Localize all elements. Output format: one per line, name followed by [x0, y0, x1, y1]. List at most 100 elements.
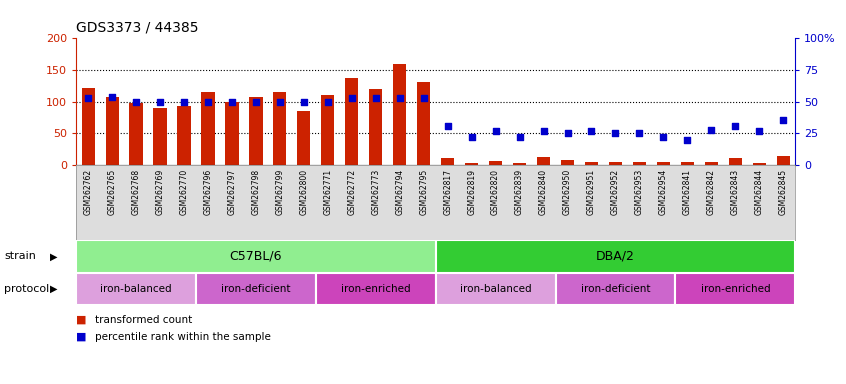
Text: GSM262954: GSM262954 [659, 169, 667, 215]
Text: iron-enriched: iron-enriched [341, 284, 410, 294]
Text: ▶: ▶ [50, 284, 58, 294]
Point [680, 137, 694, 143]
Text: strain: strain [4, 251, 36, 262]
Text: transformed count: transformed count [95, 315, 192, 325]
Text: GSM262820: GSM262820 [492, 169, 500, 215]
Text: GSM262770: GSM262770 [179, 169, 189, 215]
Point [81, 95, 95, 101]
Point [489, 128, 503, 134]
Bar [537, 157, 550, 165]
Point [177, 99, 190, 105]
Point [633, 130, 646, 136]
Point [656, 134, 670, 140]
Bar [633, 162, 646, 165]
Bar [585, 162, 598, 165]
Point [608, 130, 622, 136]
Text: GSM262953: GSM262953 [635, 169, 644, 215]
Text: iron-balanced: iron-balanced [460, 284, 531, 294]
Point [536, 128, 550, 134]
Text: GSM262798: GSM262798 [251, 169, 261, 215]
Text: GSM262797: GSM262797 [228, 169, 236, 215]
Bar [436, 273, 556, 305]
Text: GSM262840: GSM262840 [539, 169, 548, 215]
Bar [297, 111, 310, 165]
Point [249, 99, 262, 105]
Bar [705, 162, 718, 165]
Text: GSM262795: GSM262795 [420, 169, 428, 215]
Point [561, 130, 574, 136]
Point [441, 123, 454, 129]
Text: iron-enriched: iron-enriched [700, 284, 770, 294]
Point [752, 128, 766, 134]
Bar [196, 273, 316, 305]
Bar [393, 64, 406, 165]
Text: GSM262799: GSM262799 [276, 169, 284, 215]
Bar [76, 240, 436, 273]
Text: iron-deficient: iron-deficient [221, 284, 291, 294]
Point [225, 99, 239, 105]
Point [464, 134, 478, 140]
Bar [369, 89, 382, 165]
Text: iron-balanced: iron-balanced [101, 284, 172, 294]
Bar [129, 103, 143, 165]
Text: GSM262773: GSM262773 [371, 169, 380, 215]
Text: GSM262952: GSM262952 [611, 169, 620, 215]
Point [369, 95, 382, 101]
Text: GDS3373 / 44385: GDS3373 / 44385 [76, 21, 199, 35]
Text: ■: ■ [76, 315, 86, 325]
Point [273, 99, 287, 105]
Bar [81, 88, 95, 165]
Text: GSM262794: GSM262794 [395, 169, 404, 215]
Text: GSM262772: GSM262772 [348, 169, 356, 215]
Point [417, 95, 431, 101]
Point [393, 95, 406, 101]
Point [201, 99, 215, 105]
Bar [316, 273, 436, 305]
Bar [465, 163, 478, 165]
Point [705, 127, 718, 133]
Bar [417, 82, 431, 165]
Text: protocol: protocol [4, 284, 49, 294]
Text: GSM262771: GSM262771 [323, 169, 332, 215]
Text: GSM262843: GSM262843 [731, 169, 739, 215]
Bar [777, 156, 790, 165]
Text: GSM262839: GSM262839 [515, 169, 524, 215]
Text: GSM262950: GSM262950 [563, 169, 572, 215]
Text: GSM262841: GSM262841 [683, 169, 692, 215]
Text: GSM262817: GSM262817 [443, 169, 452, 215]
Point [297, 99, 310, 105]
Point [585, 128, 598, 134]
Text: percentile rank within the sample: percentile rank within the sample [95, 332, 271, 342]
Bar [225, 102, 239, 165]
Text: ■: ■ [76, 332, 86, 342]
Text: GSM262842: GSM262842 [707, 169, 716, 215]
Point [129, 99, 143, 105]
Bar [153, 108, 167, 165]
Bar [201, 92, 215, 165]
Text: DBA/2: DBA/2 [596, 250, 634, 263]
Bar [561, 160, 574, 165]
Bar [675, 273, 795, 305]
Point [513, 134, 526, 140]
Point [728, 123, 742, 129]
Text: GSM262800: GSM262800 [299, 169, 308, 215]
Bar [345, 78, 359, 165]
Bar [609, 162, 622, 165]
Bar [441, 158, 454, 165]
Text: iron-deficient: iron-deficient [580, 284, 651, 294]
Point [321, 99, 334, 105]
Text: C57BL/6: C57BL/6 [229, 250, 283, 263]
Bar [656, 162, 670, 165]
Text: ▶: ▶ [50, 251, 58, 262]
Bar [273, 92, 287, 165]
Point [777, 116, 790, 122]
Bar [321, 95, 334, 165]
Bar [513, 162, 526, 165]
Text: GSM262769: GSM262769 [156, 169, 164, 215]
Bar [178, 106, 190, 165]
Text: GSM262768: GSM262768 [132, 169, 140, 215]
Bar [106, 97, 118, 165]
Point [153, 99, 167, 105]
Text: GSM262951: GSM262951 [587, 169, 596, 215]
Bar [728, 158, 742, 165]
